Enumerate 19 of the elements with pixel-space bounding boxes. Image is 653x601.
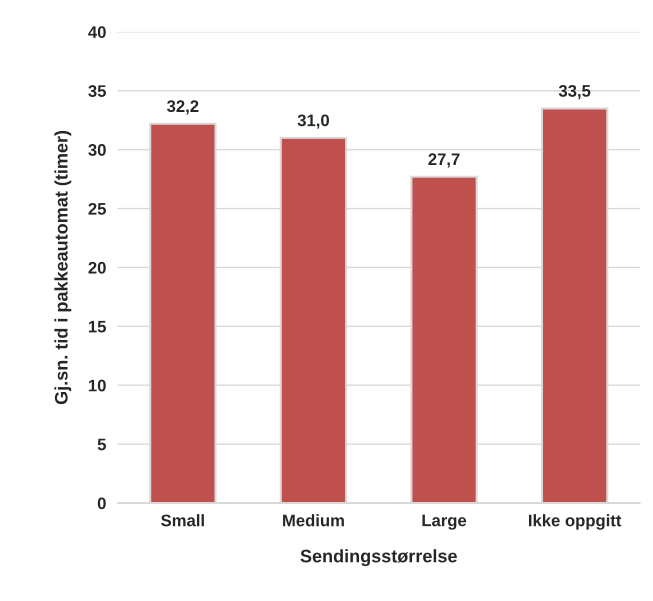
x-tick-label: Medium xyxy=(283,514,344,526)
y-tick-label: 25 xyxy=(88,202,106,215)
y-tick-label: 30 xyxy=(88,144,106,156)
y-tick-label: 5 xyxy=(98,438,106,450)
data-label: 31,0 xyxy=(298,114,329,129)
data-label: 33,5 xyxy=(558,84,590,100)
y-tick-label: 0 xyxy=(98,497,106,510)
x-axis-title: Sendingsstørrelse xyxy=(300,549,457,566)
y-tick-label: 20 xyxy=(88,262,106,274)
x-tick-label: Ikke oppgitt xyxy=(529,514,622,530)
y-tick-label: 35 xyxy=(88,85,106,97)
y-tick-label: 40 xyxy=(88,26,106,38)
y-tick-label: 15 xyxy=(88,320,106,333)
x-tick-label: Large xyxy=(422,514,466,530)
y-axis-title: Gj.sn. tid i pakkeautomat (timer) xyxy=(54,130,72,404)
data-label: 27,7 xyxy=(428,153,460,168)
x-tick-label: Small xyxy=(161,514,204,526)
y-tick-label: 10 xyxy=(88,380,106,392)
data-label: 32,2 xyxy=(167,100,198,115)
